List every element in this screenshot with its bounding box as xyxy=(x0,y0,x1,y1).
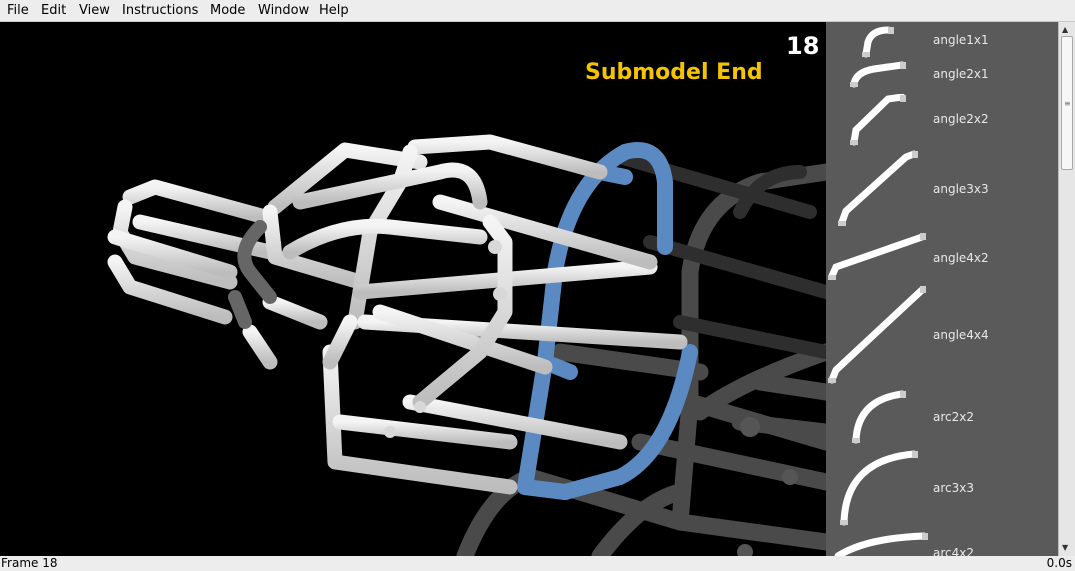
part-label: angle4x4 xyxy=(933,328,989,342)
arc4x2-thumbnail xyxy=(834,532,928,556)
menu-file[interactable]: File xyxy=(7,3,29,18)
3d-viewport[interactable]: 18 Submodel End xyxy=(0,22,826,556)
scroll-up-icon[interactable]: ▲ xyxy=(1062,25,1069,34)
grip-icon: ≡ xyxy=(1064,99,1071,108)
status-bar: Frame 18 0.0s xyxy=(0,556,1075,571)
parts-panel: angle1x1 angle2x1 angle2x2 angle3x3 angl… xyxy=(826,22,1058,556)
part-label: angle4x2 xyxy=(933,251,989,265)
parts-scrollbar[interactable]: ▲ ≡ ▼ xyxy=(1058,22,1075,556)
menu-window[interactable]: Window xyxy=(258,3,310,18)
part-label: arc2x2 xyxy=(933,410,974,424)
part-item[interactable]: angle3x3 xyxy=(826,149,1058,229)
menu-bar: File Edit View Instructions Mode Window … xyxy=(0,0,1075,22)
angle4x4-thumbnail xyxy=(828,286,926,384)
scroll-thumb[interactable]: ≡ xyxy=(1061,36,1073,170)
part-item[interactable]: arc2x2 xyxy=(826,388,1058,448)
part-item[interactable]: angle2x1 xyxy=(826,56,1058,94)
submodel-end-label: Submodel End xyxy=(585,60,763,85)
dark-joints xyxy=(737,417,798,556)
part-label: angle2x2 xyxy=(933,112,989,126)
menu-view[interactable]: View xyxy=(79,3,110,18)
step-number: 18 xyxy=(786,32,820,60)
part-label: angle3x3 xyxy=(933,182,989,196)
menu-help[interactable]: Help xyxy=(319,3,349,18)
part-item[interactable]: arc3x3 xyxy=(826,448,1058,528)
menu-instructions[interactable]: Instructions xyxy=(122,3,199,18)
part-label: angle2x1 xyxy=(933,67,989,81)
angle1x1-thumbnail xyxy=(862,26,894,58)
angle4x2-thumbnail xyxy=(828,233,926,280)
menu-edit[interactable]: Edit xyxy=(41,3,67,18)
part-label: arc3x3 xyxy=(933,481,974,495)
part-item[interactable]: angle4x4 xyxy=(826,284,1058,388)
grey-pipes xyxy=(107,134,688,495)
dark-grey-arc xyxy=(228,220,277,329)
time-status: 0.0s xyxy=(1046,556,1072,570)
part-label: angle1x1 xyxy=(933,33,989,47)
angle2x1-thumbnail xyxy=(850,61,906,88)
part-item[interactable]: angle4x2 xyxy=(826,229,1058,284)
part-label: arc4x2 xyxy=(933,546,974,556)
angle3x3-thumbnail xyxy=(838,150,918,226)
dark-pipes-top xyxy=(613,150,826,359)
arc2x2-thumbnail xyxy=(852,390,906,444)
part-item[interactable]: angle1x1 xyxy=(826,22,1058,58)
pipe-model-render xyxy=(107,134,826,556)
angle2x2-thumbnail xyxy=(850,94,906,146)
arc3x3-thumbnail xyxy=(840,450,918,526)
part-item[interactable]: arc4x2 xyxy=(826,528,1058,556)
part-item[interactable]: angle2x2 xyxy=(826,94,1058,149)
menu-mode[interactable]: Mode xyxy=(210,3,246,18)
scroll-down-icon[interactable]: ▼ xyxy=(1062,543,1069,552)
frame-status: Frame 18 xyxy=(1,556,58,570)
pipe-joints xyxy=(384,240,507,438)
